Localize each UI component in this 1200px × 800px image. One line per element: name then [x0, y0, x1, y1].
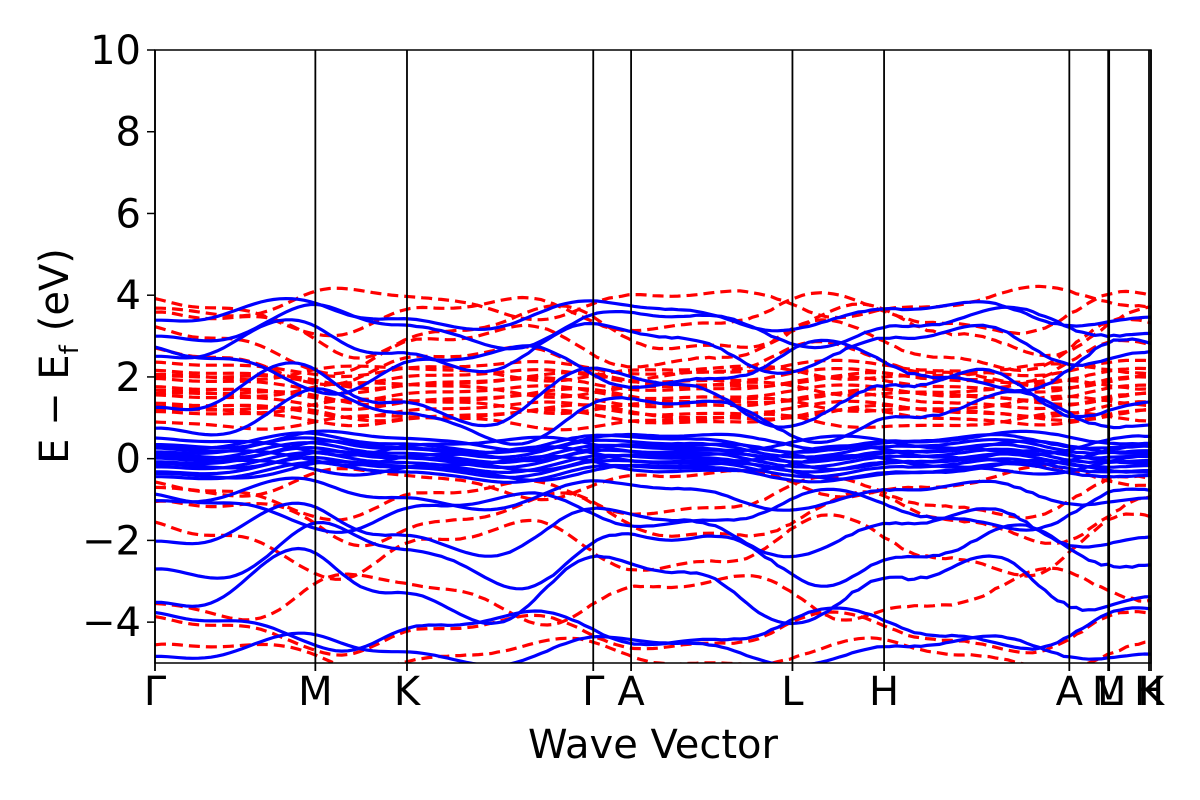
- x-tick-label-3: Γ: [582, 669, 605, 715]
- x-tick-label-7: A: [1056, 669, 1084, 715]
- x-axis-ticks: Γ M K Γ A L H A LM HK: [144, 669, 1166, 715]
- band-line: [155, 387, 1151, 446]
- y-axis-label-subscript: f: [55, 344, 85, 354]
- band-line: [155, 606, 1151, 653]
- band-line: [155, 444, 1151, 467]
- svg-text:E − Ef(eV): E − Ef (eV): [32, 248, 85, 464]
- band-line: [155, 289, 1151, 338]
- band-line: [155, 476, 1151, 512]
- x-tick-label-11: K: [1138, 669, 1166, 715]
- band-line: [155, 429, 1151, 453]
- y-tick-label: 0: [116, 437, 141, 483]
- band-line: [155, 318, 1151, 375]
- x-tick-label-6: H: [869, 669, 899, 715]
- x-tick-label-4: A: [617, 669, 645, 715]
- band-line: [155, 453, 1151, 477]
- band-line: [155, 337, 1151, 396]
- band-line: [155, 487, 1151, 534]
- y-tick-label: 6: [116, 191, 141, 237]
- y-axis-label: E − Ef (eV): [32, 248, 85, 464]
- band-line: [155, 520, 1151, 591]
- x-tick-label-2: K: [394, 669, 422, 715]
- x-axis-label: Wave Vector: [528, 722, 779, 768]
- x-tick-label-0: Γ: [144, 669, 167, 715]
- band-line: [155, 391, 1151, 411]
- band-line: [155, 546, 1151, 626]
- band-line: [155, 399, 1151, 420]
- band-line: [155, 501, 1151, 559]
- y-tick-label: 2: [116, 355, 141, 401]
- band-line: [155, 407, 1151, 428]
- band-line: [155, 566, 1151, 627]
- y-tick-label: 10: [90, 28, 141, 74]
- band-line: [155, 474, 1151, 522]
- band-line: [155, 436, 1151, 459]
- band-line: [155, 439, 1151, 463]
- high-symmetry-lines: [154, 50, 1152, 671]
- x-tick-label-5: L: [781, 669, 804, 715]
- y-axis-ticks: 10 8 6 4 2 0 −2 −4: [82, 28, 155, 646]
- x-tick-label-8: L: [1097, 669, 1120, 715]
- blue-solid-bands: [155, 296, 1151, 663]
- band-line: [155, 284, 1151, 322]
- y-axis-label-unit: (eV): [32, 248, 78, 331]
- y-axis-label-main: E − E: [32, 354, 78, 464]
- band-line: [155, 358, 1151, 379]
- band-line: [155, 375, 1151, 395]
- band-line: [155, 609, 1151, 657]
- band-line: [155, 434, 1151, 458]
- band-line: [155, 296, 1151, 333]
- y-tick-label: −2: [82, 518, 141, 564]
- x-tick-label-1: M: [298, 669, 333, 715]
- y-tick-label: 8: [116, 110, 141, 156]
- y-tick-label: 4: [116, 273, 141, 319]
- x-tick-label-9: M: [1092, 669, 1127, 715]
- band-line: [155, 302, 1151, 360]
- band-line: [155, 411, 1151, 432]
- band-line: [155, 361, 1151, 429]
- plot-frame: [154, 49, 1152, 664]
- band-line: [155, 631, 1151, 663]
- y-tick-label: −4: [82, 600, 141, 646]
- band-line: [155, 338, 1151, 387]
- x-tick-label-10: H: [1134, 669, 1164, 715]
